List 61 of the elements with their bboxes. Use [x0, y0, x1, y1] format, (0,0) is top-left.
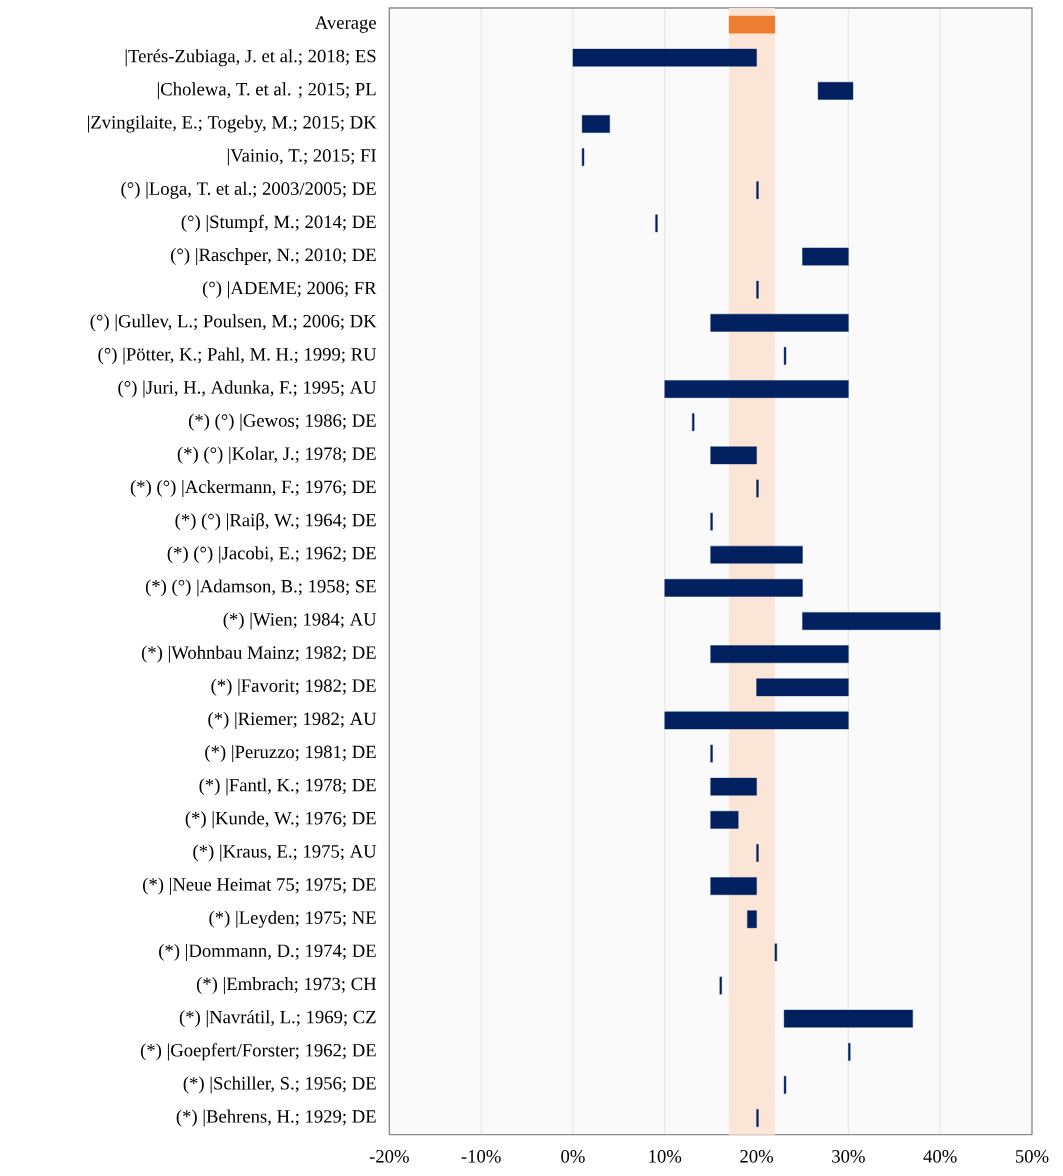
y-tick-label: (*) |Wohnbau Mainz; 1982; DE [142, 645, 376, 663]
bar [802, 612, 941, 630]
y-tick-label: (*) |Navrátil, L.; 1969; CZ [179, 1010, 376, 1028]
y-tick-label: (*) |Behrens, H.; 1929; DE [176, 1109, 376, 1127]
x-tick-label: 20% [740, 1150, 774, 1163]
bar [802, 247, 849, 266]
y-tick-label: (*) (°) |Raiβ, W.; 1964; DE [175, 513, 376, 531]
bar [710, 777, 757, 796]
y-tick-label: |Vainio, T.; 2015; FI [228, 148, 377, 166]
y-tick-label: (°) |Pötter, K.; Pahl, M. H.; 1999; RU [98, 347, 377, 365]
y-tick-label: (°) |Loga, T. et al.; 2003/2005; DE [121, 181, 376, 199]
y-tick-label: (*) |Embrach; 1973; CH [197, 977, 377, 995]
y-tick-label: (°) |Stumpf, M.; 2014; DE [181, 214, 376, 232]
y-tick-label: (*) (°) |Adamson, B.; 1958; SE [146, 579, 376, 597]
y-tick-label: (*) (°) |Kolar, J.; 1978; DE [177, 446, 376, 464]
y-tick-label: (*) |Kraus, E.; 1975; AU [193, 844, 377, 862]
y-tick-label: (*) |Leyden; 1975; NE [209, 910, 376, 928]
y-tick-label: Average [315, 16, 377, 33]
bar [729, 15, 776, 34]
bar [710, 446, 757, 465]
y-tick-label: (*) |Favorit; 1982; DE [211, 678, 376, 696]
y-tick-label: (°) |Gullev, L.; Poulsen, M.; 2006; DK [90, 314, 377, 332]
y-tick-label: (°) |Raschper, N.; 2010; DE [171, 248, 376, 266]
x-tick-label: 0% [561, 1150, 585, 1163]
bar [572, 48, 757, 67]
bar [710, 877, 757, 895]
x-tick-label: 50% [1016, 1150, 1049, 1163]
y-tick-label: (*) (°) |Ackermann, F.; 1976; DE [130, 479, 376, 497]
y-tick-label: (*) |Dommann, D.; 1974; DE [159, 943, 376, 961]
bar [710, 313, 849, 332]
bar [756, 678, 849, 697]
y-tick-label: (*) |Fantl, K.; 1978; DE [199, 778, 376, 796]
y-tick-label: (*) |Kunde, W.; 1976; DE [185, 811, 376, 829]
y-tick-label: |Terés-Zubiaga, J. et al.; 2018; ES [125, 49, 376, 67]
y-tick-label: |Zvingilaite, E.; Togeby, M.; 2015; DK [88, 115, 377, 133]
x-tick-label: 30% [832, 1150, 866, 1163]
y-tick-label: (*) |Peruzzo; 1981; DE [205, 745, 376, 763]
x-tick-label: -20% [369, 1150, 410, 1163]
bar [710, 811, 739, 829]
bar [582, 115, 611, 133]
y-tick-label: (°) |Juri, H., Adunka, F.; 1995; AU [118, 380, 377, 398]
bar [747, 910, 757, 929]
y-tick-label: (*) |Riemer; 1982; AU [208, 711, 377, 729]
y-tick-label: (*) |Neue Heimat 75; 1975; DE [143, 877, 376, 895]
y-tick-label: (*) |Schiller, S.; 1956; DE [183, 1076, 376, 1094]
bar [710, 545, 803, 564]
y-tick-label: (°) |ADEME; 2006; FR [203, 281, 377, 299]
y-tick-label: (*) (°) |Gewos; 1986; DE [189, 413, 376, 431]
bar [710, 645, 849, 663]
bar [664, 380, 849, 398]
y-tick-label: |Cholewa, T. et al. ; 2015; PL [158, 82, 376, 100]
y-tick-label: (*) |Wien; 1984; AU [223, 612, 377, 630]
x-tick-label: 40% [923, 1150, 957, 1163]
bar [784, 1009, 914, 1028]
x-tick-label: -10% [461, 1150, 501, 1163]
bar [664, 711, 849, 730]
bar [664, 579, 803, 597]
bar [818, 82, 854, 100]
y-tick-label: (*) (°) |Jacobi, E.; 1962; DE [167, 546, 376, 564]
x-tick-label: 10% [649, 1150, 682, 1163]
y-tick-label: (*) |Goepfert/Forster; 1962; DE [141, 1043, 376, 1061]
